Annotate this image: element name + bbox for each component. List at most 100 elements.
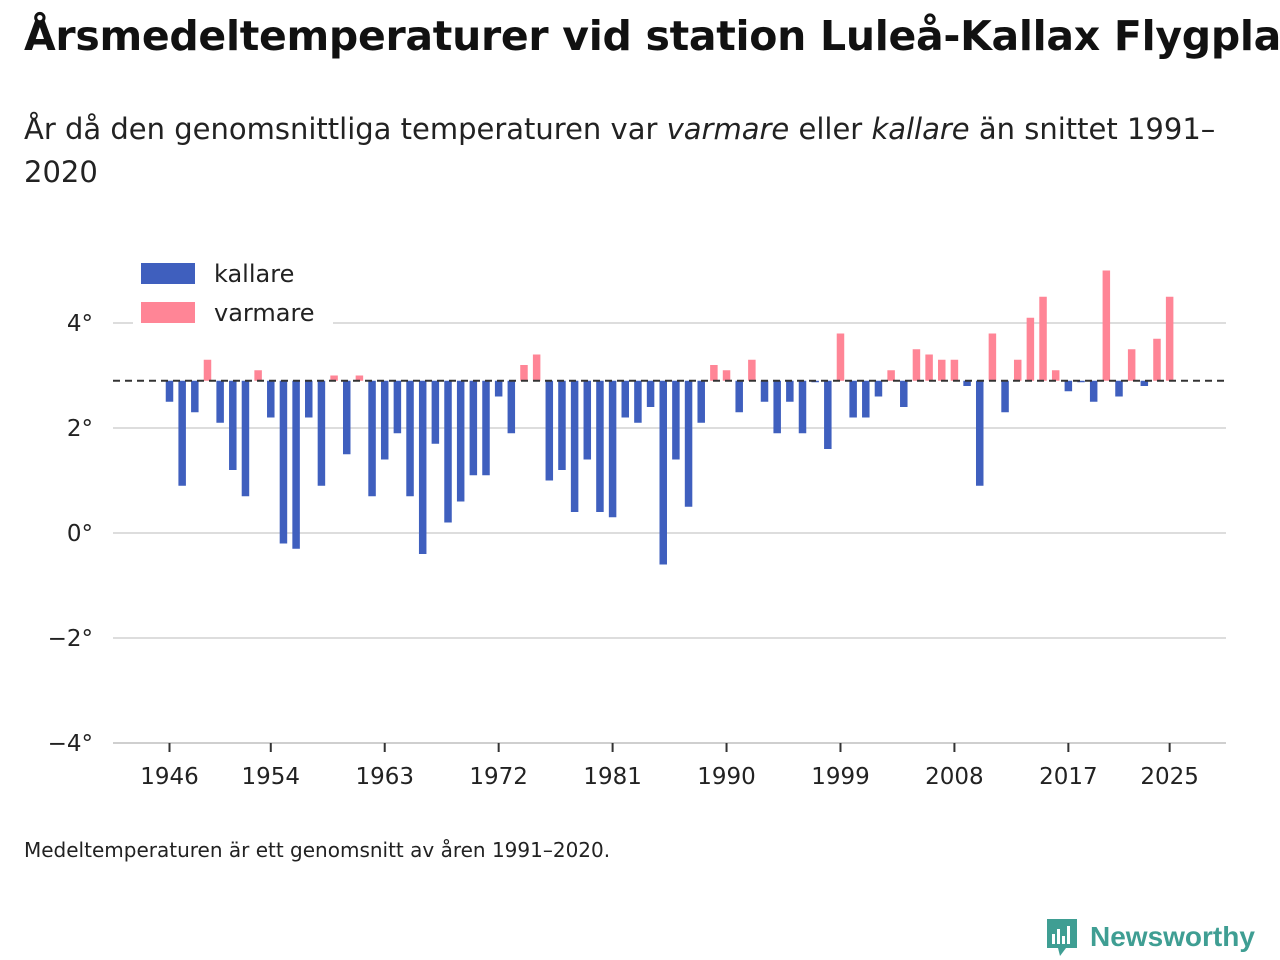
- legend-label-varmare: varmare: [214, 299, 315, 327]
- bar-2007[interactable]: [938, 359, 946, 381]
- bar-1965[interactable]: [406, 380, 414, 497]
- legend-swatch-kallare: [141, 263, 195, 284]
- brand-name: Newsworthy: [1090, 921, 1255, 952]
- legend-swatch-varmare: [141, 302, 195, 323]
- bar-1950[interactable]: [216, 380, 224, 423]
- y-tick-label: 2°: [67, 416, 93, 442]
- x-tick-label: 2008: [925, 764, 984, 790]
- bar-2017[interactable]: [1064, 380, 1073, 392]
- bar-2025[interactable]: [1165, 296, 1174, 381]
- bar-1974[interactable]: [520, 365, 528, 381]
- bar-2004[interactable]: [900, 380, 908, 407]
- x-tick-label: 2017: [1039, 764, 1098, 790]
- bar-1964[interactable]: [393, 380, 402, 434]
- bar-2024[interactable]: [1153, 338, 1161, 381]
- bar-1987[interactable]: [684, 380, 693, 507]
- subtitle-text-middle: eller: [789, 112, 872, 146]
- x-tick-label: 1954: [242, 764, 301, 790]
- bar-2012[interactable]: [1001, 380, 1009, 413]
- bar-2016[interactable]: [1051, 370, 1060, 381]
- bar-1988[interactable]: [697, 380, 705, 423]
- bar-2005[interactable]: [912, 349, 921, 381]
- bar-1951[interactable]: [229, 380, 237, 470]
- y-tick-label: −4°: [48, 731, 93, 757]
- brand[interactable]: Newsworthy: [1044, 916, 1255, 958]
- bar-1946[interactable]: [165, 380, 174, 402]
- bar-1949[interactable]: [203, 359, 212, 381]
- bar-2023[interactable]: [1140, 380, 1149, 386]
- subtitle-text-start: År då den genomsnittliga temperaturen va…: [24, 112, 667, 146]
- bar-1993[interactable]: [760, 380, 769, 402]
- bar-1990[interactable]: [722, 370, 731, 381]
- x-tick-label: 1946: [140, 764, 199, 790]
- bar-1985[interactable]: [659, 380, 667, 565]
- bar-2013[interactable]: [1013, 359, 1022, 381]
- bar-1959[interactable]: [330, 375, 338, 381]
- bar-1980[interactable]: [596, 380, 604, 512]
- bar-2015[interactable]: [1039, 296, 1047, 381]
- bar-1994[interactable]: [773, 380, 781, 434]
- bar-1969[interactable]: [456, 380, 465, 502]
- bar-2003[interactable]: [887, 370, 895, 381]
- bar-1982[interactable]: [621, 380, 630, 418]
- bars: [165, 270, 1174, 565]
- bar-1963[interactable]: [380, 380, 389, 460]
- bar-1999[interactable]: [836, 333, 845, 381]
- bar-2000[interactable]: [849, 380, 857, 418]
- bar-1984[interactable]: [646, 380, 655, 407]
- bar-1991[interactable]: [735, 380, 743, 413]
- bar-2009[interactable]: [963, 380, 971, 386]
- bar-2002[interactable]: [874, 380, 883, 397]
- bar-2014[interactable]: [1026, 317, 1035, 381]
- axes: 4° 2° 0° −2° −4° 1946 1954 1963 1972 1981 1990 1999…: [48, 311, 1199, 790]
- x-tick-label: 1981: [583, 764, 642, 790]
- bar-2001[interactable]: [862, 380, 870, 418]
- x-tick-label: 2025: [1140, 764, 1199, 790]
- bar-2008[interactable]: [950, 359, 959, 381]
- bar-1981[interactable]: [608, 380, 617, 518]
- bar-1978[interactable]: [570, 380, 579, 512]
- bar-1954[interactable]: [267, 380, 275, 418]
- bar-1958[interactable]: [317, 380, 326, 486]
- bar-2020[interactable]: [1102, 270, 1111, 381]
- bar-2021[interactable]: [1115, 380, 1123, 397]
- subtitle-text-end: än snittet 1991–2020: [24, 112, 1216, 189]
- bar-1992[interactable]: [748, 359, 756, 381]
- legend-label-kallare: kallare: [214, 260, 294, 288]
- bar-1972[interactable]: [494, 380, 503, 397]
- bar-1952[interactable]: [241, 380, 250, 497]
- bar-1957[interactable]: [305, 380, 313, 418]
- bar-1996[interactable]: [798, 380, 807, 434]
- bar-1968[interactable]: [444, 380, 452, 523]
- bar-1998[interactable]: [824, 380, 832, 449]
- bar-2010[interactable]: [975, 380, 984, 486]
- bar-1975[interactable]: [532, 354, 541, 381]
- bar-1989[interactable]: [710, 365, 718, 381]
- bar-1961[interactable]: [355, 375, 364, 381]
- bar-1977[interactable]: [558, 380, 566, 470]
- bar-1971[interactable]: [482, 380, 490, 476]
- bar-1995[interactable]: [786, 380, 794, 402]
- bar-1960[interactable]: [342, 380, 351, 455]
- bar-1947[interactable]: [178, 380, 186, 486]
- bar-1967[interactable]: [431, 380, 440, 444]
- bar-1979[interactable]: [583, 380, 592, 460]
- bar-2011[interactable]: [988, 333, 997, 381]
- bar-2018[interactable]: [1077, 380, 1085, 383]
- y-tick-label: 4°: [67, 311, 93, 337]
- bar-1956[interactable]: [292, 380, 300, 549]
- bar-1983[interactable]: [634, 380, 642, 423]
- bar-2019[interactable]: [1089, 380, 1098, 402]
- bar-1962[interactable]: [368, 380, 376, 497]
- bar-1973[interactable]: [507, 380, 516, 434]
- bar-1966[interactable]: [418, 380, 427, 554]
- bar-1948[interactable]: [191, 380, 199, 413]
- y-tick-label: −2°: [48, 626, 93, 652]
- bar-1953[interactable]: [254, 370, 262, 381]
- bar-1976[interactable]: [545, 380, 554, 481]
- bar-1970[interactable]: [469, 380, 478, 476]
- bar-1955[interactable]: [279, 380, 288, 544]
- bar-1986[interactable]: [672, 380, 680, 460]
- bar-2006[interactable]: [925, 354, 933, 381]
- bar-2022[interactable]: [1127, 349, 1136, 381]
